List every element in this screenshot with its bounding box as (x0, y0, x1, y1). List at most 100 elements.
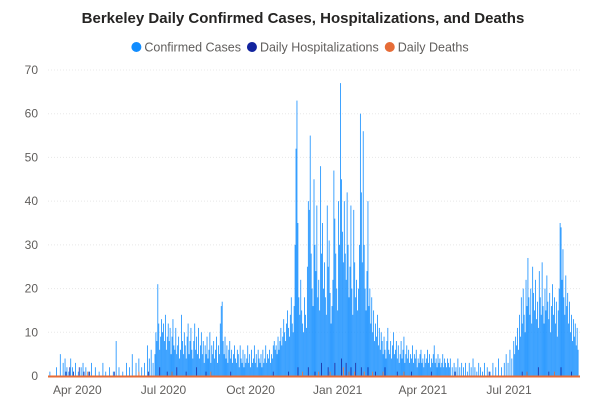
bar-confirmed-cases[interactable] (519, 314, 520, 376)
bar-confirmed-cases[interactable] (567, 292, 569, 376)
bar-confirmed-cases[interactable] (252, 362, 253, 376)
bar-confirmed-cases[interactable] (245, 362, 247, 376)
bar-confirmed-cases[interactable] (296, 100, 298, 376)
bar-daily-hospitalizations[interactable] (314, 371, 316, 376)
bar-confirmed-cases[interactable] (354, 262, 356, 376)
bar-confirmed-cases[interactable] (380, 332, 382, 376)
bar-confirmed-cases[interactable] (49, 371, 51, 376)
bar-confirmed-cases[interactable] (326, 205, 328, 376)
bar-confirmed-cases[interactable] (201, 354, 203, 376)
bar-confirmed-cases[interactable] (246, 358, 248, 376)
bar-confirmed-cases[interactable] (513, 341, 515, 376)
bar-daily-deaths[interactable] (342, 367, 344, 376)
bar-confirmed-cases[interactable] (426, 358, 428, 376)
bar-confirmed-cases[interactable] (176, 354, 178, 376)
bar-daily-hospitalizations[interactable] (297, 367, 299, 376)
bar-confirmed-cases[interactable] (432, 354, 434, 376)
bar-confirmed-cases[interactable] (94, 367, 96, 376)
bar-confirmed-cases[interactable] (72, 367, 74, 376)
bar-daily-hospitalizations[interactable] (355, 362, 357, 376)
bar-confirmed-cases[interactable] (549, 292, 551, 376)
bar-confirmed-cases[interactable] (301, 310, 303, 376)
bar-confirmed-cases[interactable] (342, 262, 344, 376)
bar-confirmed-cases[interactable] (548, 319, 550, 376)
bar-confirmed-cases[interactable] (307, 201, 309, 376)
bar-daily-deaths[interactable] (329, 371, 331, 376)
bar-confirmed-cases[interactable] (217, 362, 218, 376)
bar-confirmed-cases[interactable] (299, 314, 301, 376)
bar-confirmed-cases[interactable] (319, 310, 321, 376)
bar-confirmed-cases[interactable] (547, 301, 549, 376)
bar-confirmed-cases[interactable] (550, 332, 552, 376)
bar-confirmed-cases[interactable] (215, 349, 216, 376)
bar-confirmed-cases[interactable] (164, 314, 166, 376)
bar-confirmed-cases[interactable] (62, 362, 64, 376)
bar-confirmed-cases[interactable] (254, 362, 256, 376)
bar-confirmed-cases[interactable] (303, 332, 304, 376)
bar-confirmed-cases[interactable] (353, 209, 355, 376)
bar-confirmed-cases[interactable] (568, 323, 570, 376)
bar-confirmed-cases[interactable] (214, 358, 215, 376)
bar-confirmed-cases[interactable] (501, 367, 502, 376)
bar-confirmed-cases[interactable] (357, 310, 358, 376)
bar-daily-hospitalizations[interactable] (430, 371, 432, 376)
bar-confirmed-cases[interactable] (562, 249, 564, 376)
bar-confirmed-cases[interactable] (375, 323, 376, 376)
bar-daily-deaths[interactable] (526, 371, 528, 376)
bar-confirmed-cases[interactable] (323, 288, 324, 376)
bar-confirmed-cases[interactable] (336, 288, 338, 376)
bar-confirmed-cases[interactable] (297, 223, 299, 376)
bar-daily-deaths[interactable] (318, 371, 320, 376)
bar-confirmed-cases[interactable] (305, 314, 306, 376)
bar-confirmed-cases[interactable] (173, 345, 175, 376)
bar-daily-deaths[interactable] (354, 371, 356, 376)
bar-daily-hospitalizations[interactable] (367, 367, 369, 376)
bar-confirmed-cases[interactable] (415, 349, 417, 376)
bar-confirmed-cases[interactable] (472, 358, 474, 376)
bar-daily-hospitalizations[interactable] (230, 371, 232, 376)
bar-confirmed-cases[interactable] (329, 292, 331, 376)
bar-confirmed-cases[interactable] (457, 358, 459, 376)
bar-confirmed-cases[interactable] (398, 362, 400, 376)
bar-confirmed-cases[interactable] (222, 341, 224, 376)
bar-confirmed-cases[interactable] (238, 367, 240, 376)
bar-confirmed-cases[interactable] (459, 367, 461, 376)
bar-confirmed-cases[interactable] (571, 314, 572, 376)
bar-confirmed-cases[interactable] (259, 362, 261, 376)
bar-confirmed-cases[interactable] (118, 367, 120, 376)
bar-daily-hospitalizations[interactable] (83, 371, 85, 376)
bar-confirmed-cases[interactable] (381, 341, 383, 376)
bar-confirmed-cases[interactable] (401, 358, 403, 376)
bar-confirmed-cases[interactable] (192, 358, 194, 376)
bar-confirmed-cases[interactable] (561, 279, 563, 376)
bar-confirmed-cases[interactable] (264, 358, 266, 376)
bar-confirmed-cases[interactable] (505, 354, 507, 376)
bar-confirmed-cases[interactable] (557, 310, 559, 376)
bar-confirmed-cases[interactable] (434, 362, 436, 376)
bar-confirmed-cases[interactable] (412, 362, 414, 376)
bar-confirmed-cases[interactable] (275, 345, 277, 376)
bar-confirmed-cases[interactable] (288, 327, 289, 376)
bar-confirmed-cases[interactable] (528, 297, 530, 376)
bar-confirmed-cases[interactable] (478, 362, 480, 376)
bar-confirmed-cases[interactable] (223, 354, 225, 376)
bar-confirmed-cases[interactable] (291, 323, 293, 376)
bar-confirmed-cases[interactable] (283, 319, 285, 376)
bar-confirmed-cases[interactable] (281, 345, 283, 376)
bar-confirmed-cases[interactable] (433, 345, 435, 376)
bar-confirmed-cases[interactable] (542, 306, 544, 376)
bar-confirmed-cases[interactable] (330, 323, 332, 376)
bar-confirmed-cases[interactable] (362, 131, 364, 376)
bar-confirmed-cases[interactable] (282, 336, 284, 376)
bar-confirmed-cases[interactable] (157, 284, 159, 376)
bar-daily-deaths[interactable] (87, 371, 89, 376)
bar-confirmed-cases[interactable] (544, 288, 546, 376)
bar-confirmed-cases[interactable] (408, 349, 410, 376)
bar-confirmed-cases[interactable] (541, 262, 543, 376)
bar-confirmed-cases[interactable] (515, 336, 517, 376)
bar-confirmed-cases[interactable] (207, 358, 209, 376)
bar-confirmed-cases[interactable] (537, 327, 539, 376)
bar-confirmed-cases[interactable] (231, 349, 233, 376)
bar-confirmed-cases[interactable] (574, 323, 576, 376)
bar-confirmed-cases[interactable] (349, 266, 351, 376)
